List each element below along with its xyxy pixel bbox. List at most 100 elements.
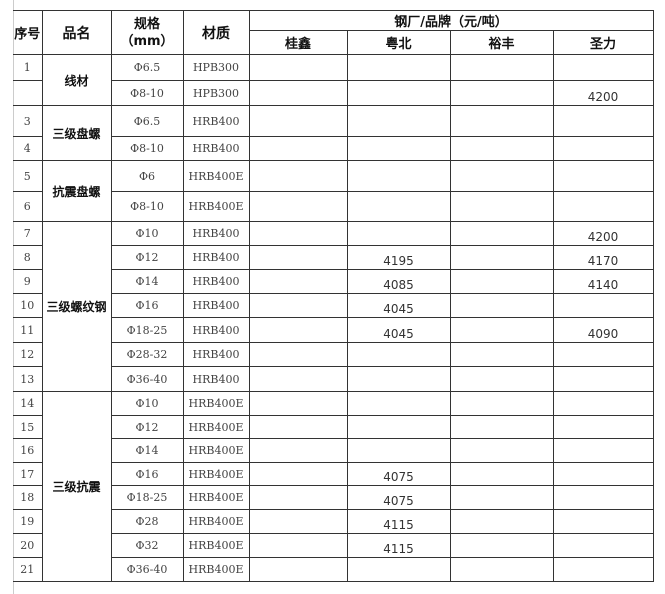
table-row: 16 Φ14 HRB400E bbox=[13, 438, 654, 463]
table-row: 8 Φ12 HRB400 4195 4170 bbox=[13, 245, 654, 270]
price-cell bbox=[552, 54, 654, 81]
price-cell bbox=[248, 191, 348, 222]
material-cell: HPB300 bbox=[182, 80, 250, 106]
table-row: 3 三级盘螺 Φ6.5 HRB400 bbox=[13, 105, 654, 161]
table-row: 18 Φ18-25 HRB400E 4075 bbox=[13, 485, 654, 510]
price-cell bbox=[449, 105, 554, 137]
seq-cell: 1 bbox=[13, 54, 43, 81]
price-cell bbox=[346, 80, 451, 106]
material-cell: HRB400 bbox=[182, 293, 250, 318]
price-cell: 4195 bbox=[346, 245, 451, 270]
material-cell: HRB400E bbox=[182, 391, 250, 416]
header-brand: 裕丰 bbox=[449, 30, 554, 55]
price-cell bbox=[248, 105, 348, 137]
price-cell bbox=[346, 54, 451, 81]
price-cell bbox=[248, 221, 348, 246]
price-cell bbox=[552, 509, 654, 534]
price-cell bbox=[449, 533, 554, 558]
price-cell bbox=[449, 366, 554, 392]
seq-cell: 8 bbox=[13, 245, 43, 270]
product-name-cell: 三级盘螺 bbox=[41, 105, 112, 161]
spec-cell: Φ32 bbox=[110, 533, 184, 558]
price-cell bbox=[449, 438, 554, 463]
spec-cell: Φ14 bbox=[110, 438, 184, 463]
table-row: 17 Φ16 HRB400E 4075 bbox=[13, 462, 654, 486]
price-cell bbox=[449, 221, 554, 246]
price-cell bbox=[552, 160, 654, 192]
price-cell bbox=[449, 342, 554, 367]
price-cell bbox=[248, 415, 348, 439]
price-cell bbox=[248, 245, 348, 270]
material-cell: HRB400 bbox=[182, 245, 250, 270]
price-cell bbox=[449, 160, 554, 192]
price-cell bbox=[449, 80, 554, 106]
spec-cell: Φ18-25 bbox=[110, 317, 184, 343]
seq-cell: 19 bbox=[13, 509, 43, 534]
price-cell bbox=[248, 342, 348, 367]
price-cell bbox=[346, 105, 451, 137]
spec-cell: Φ10 bbox=[110, 221, 184, 246]
price-cell bbox=[552, 342, 654, 367]
price-cell bbox=[552, 366, 654, 392]
seq-cell: 15 bbox=[13, 415, 43, 439]
price-cell bbox=[248, 317, 348, 343]
material-cell: HRB400E bbox=[182, 557, 250, 582]
price-cell bbox=[248, 269, 348, 294]
price-cell bbox=[449, 415, 554, 439]
spec-cell: Φ8-10 bbox=[110, 80, 184, 106]
material-cell: HRB400 bbox=[182, 317, 250, 343]
seq-cell: 17 bbox=[13, 462, 43, 486]
header-name: 品名 bbox=[41, 10, 112, 55]
price-cell: 4115 bbox=[346, 533, 451, 558]
price-cell bbox=[346, 221, 451, 246]
material-cell: HRB400 bbox=[182, 221, 250, 246]
price-cell bbox=[552, 462, 654, 486]
material-cell: HRB400E bbox=[182, 415, 250, 439]
product-name-cell: 三级抗震 bbox=[41, 391, 112, 582]
price-cell bbox=[346, 438, 451, 463]
price-cell bbox=[248, 462, 348, 486]
material-cell: HRB400 bbox=[182, 269, 250, 294]
seq-cell: 16 bbox=[13, 438, 43, 463]
table-row: 7 三级螺纹钢 Φ10 HRB400 4200 bbox=[13, 221, 654, 392]
price-cell: 4200 bbox=[552, 80, 654, 106]
spec-cell: Φ16 bbox=[110, 293, 184, 318]
header-spec-label: 规格 bbox=[133, 16, 160, 32]
price-cell: 4045 bbox=[346, 317, 451, 343]
header-brand: 粤北 bbox=[346, 30, 451, 55]
header-spec: 规格 （mm） bbox=[110, 10, 184, 55]
price-cell bbox=[552, 415, 654, 439]
price-cell bbox=[248, 438, 348, 463]
price-cell bbox=[552, 485, 654, 510]
spec-cell: Φ14 bbox=[110, 269, 184, 294]
table-row: 19 Φ28 HRB400E 4115 bbox=[13, 509, 654, 534]
spec-cell: Φ12 bbox=[110, 415, 184, 439]
header-spec-unit: （mm） bbox=[120, 33, 174, 49]
table-row: 4 Φ8-10 HRB400 bbox=[13, 136, 654, 161]
seq-cell: 9 bbox=[13, 269, 43, 294]
product-name-cell: 线材 bbox=[41, 54, 112, 106]
price-cell bbox=[449, 509, 554, 534]
price-cell bbox=[449, 136, 554, 161]
price-cell bbox=[552, 438, 654, 463]
price-cell bbox=[248, 509, 348, 534]
price-cell bbox=[346, 415, 451, 439]
price-cell bbox=[552, 533, 654, 558]
spec-cell: Φ8-10 bbox=[110, 136, 184, 161]
header-brand-group: 钢厂/品牌（元/吨） bbox=[248, 10, 654, 31]
material-cell: HRB400 bbox=[182, 136, 250, 161]
material-cell: HRB400 bbox=[182, 366, 250, 392]
spec-cell: Φ12 bbox=[110, 245, 184, 270]
table-row: 15 Φ12 HRB400E bbox=[13, 415, 654, 439]
material-cell: HRB400E bbox=[182, 509, 250, 534]
price-cell: 4075 bbox=[346, 462, 451, 486]
price-cell: 4140 bbox=[552, 269, 654, 294]
table-row: 21 Φ36-40 HRB400E bbox=[13, 557, 654, 582]
table-row: 1 线材 Φ6.5 HPB300 bbox=[13, 54, 654, 106]
seq-cell: 11 bbox=[13, 317, 43, 343]
price-cell bbox=[346, 191, 451, 222]
material-cell: HRB400E bbox=[182, 462, 250, 486]
spec-cell: Φ8-10 bbox=[110, 191, 184, 222]
header-seq: 序号 bbox=[13, 10, 43, 55]
price-cell bbox=[449, 462, 554, 486]
